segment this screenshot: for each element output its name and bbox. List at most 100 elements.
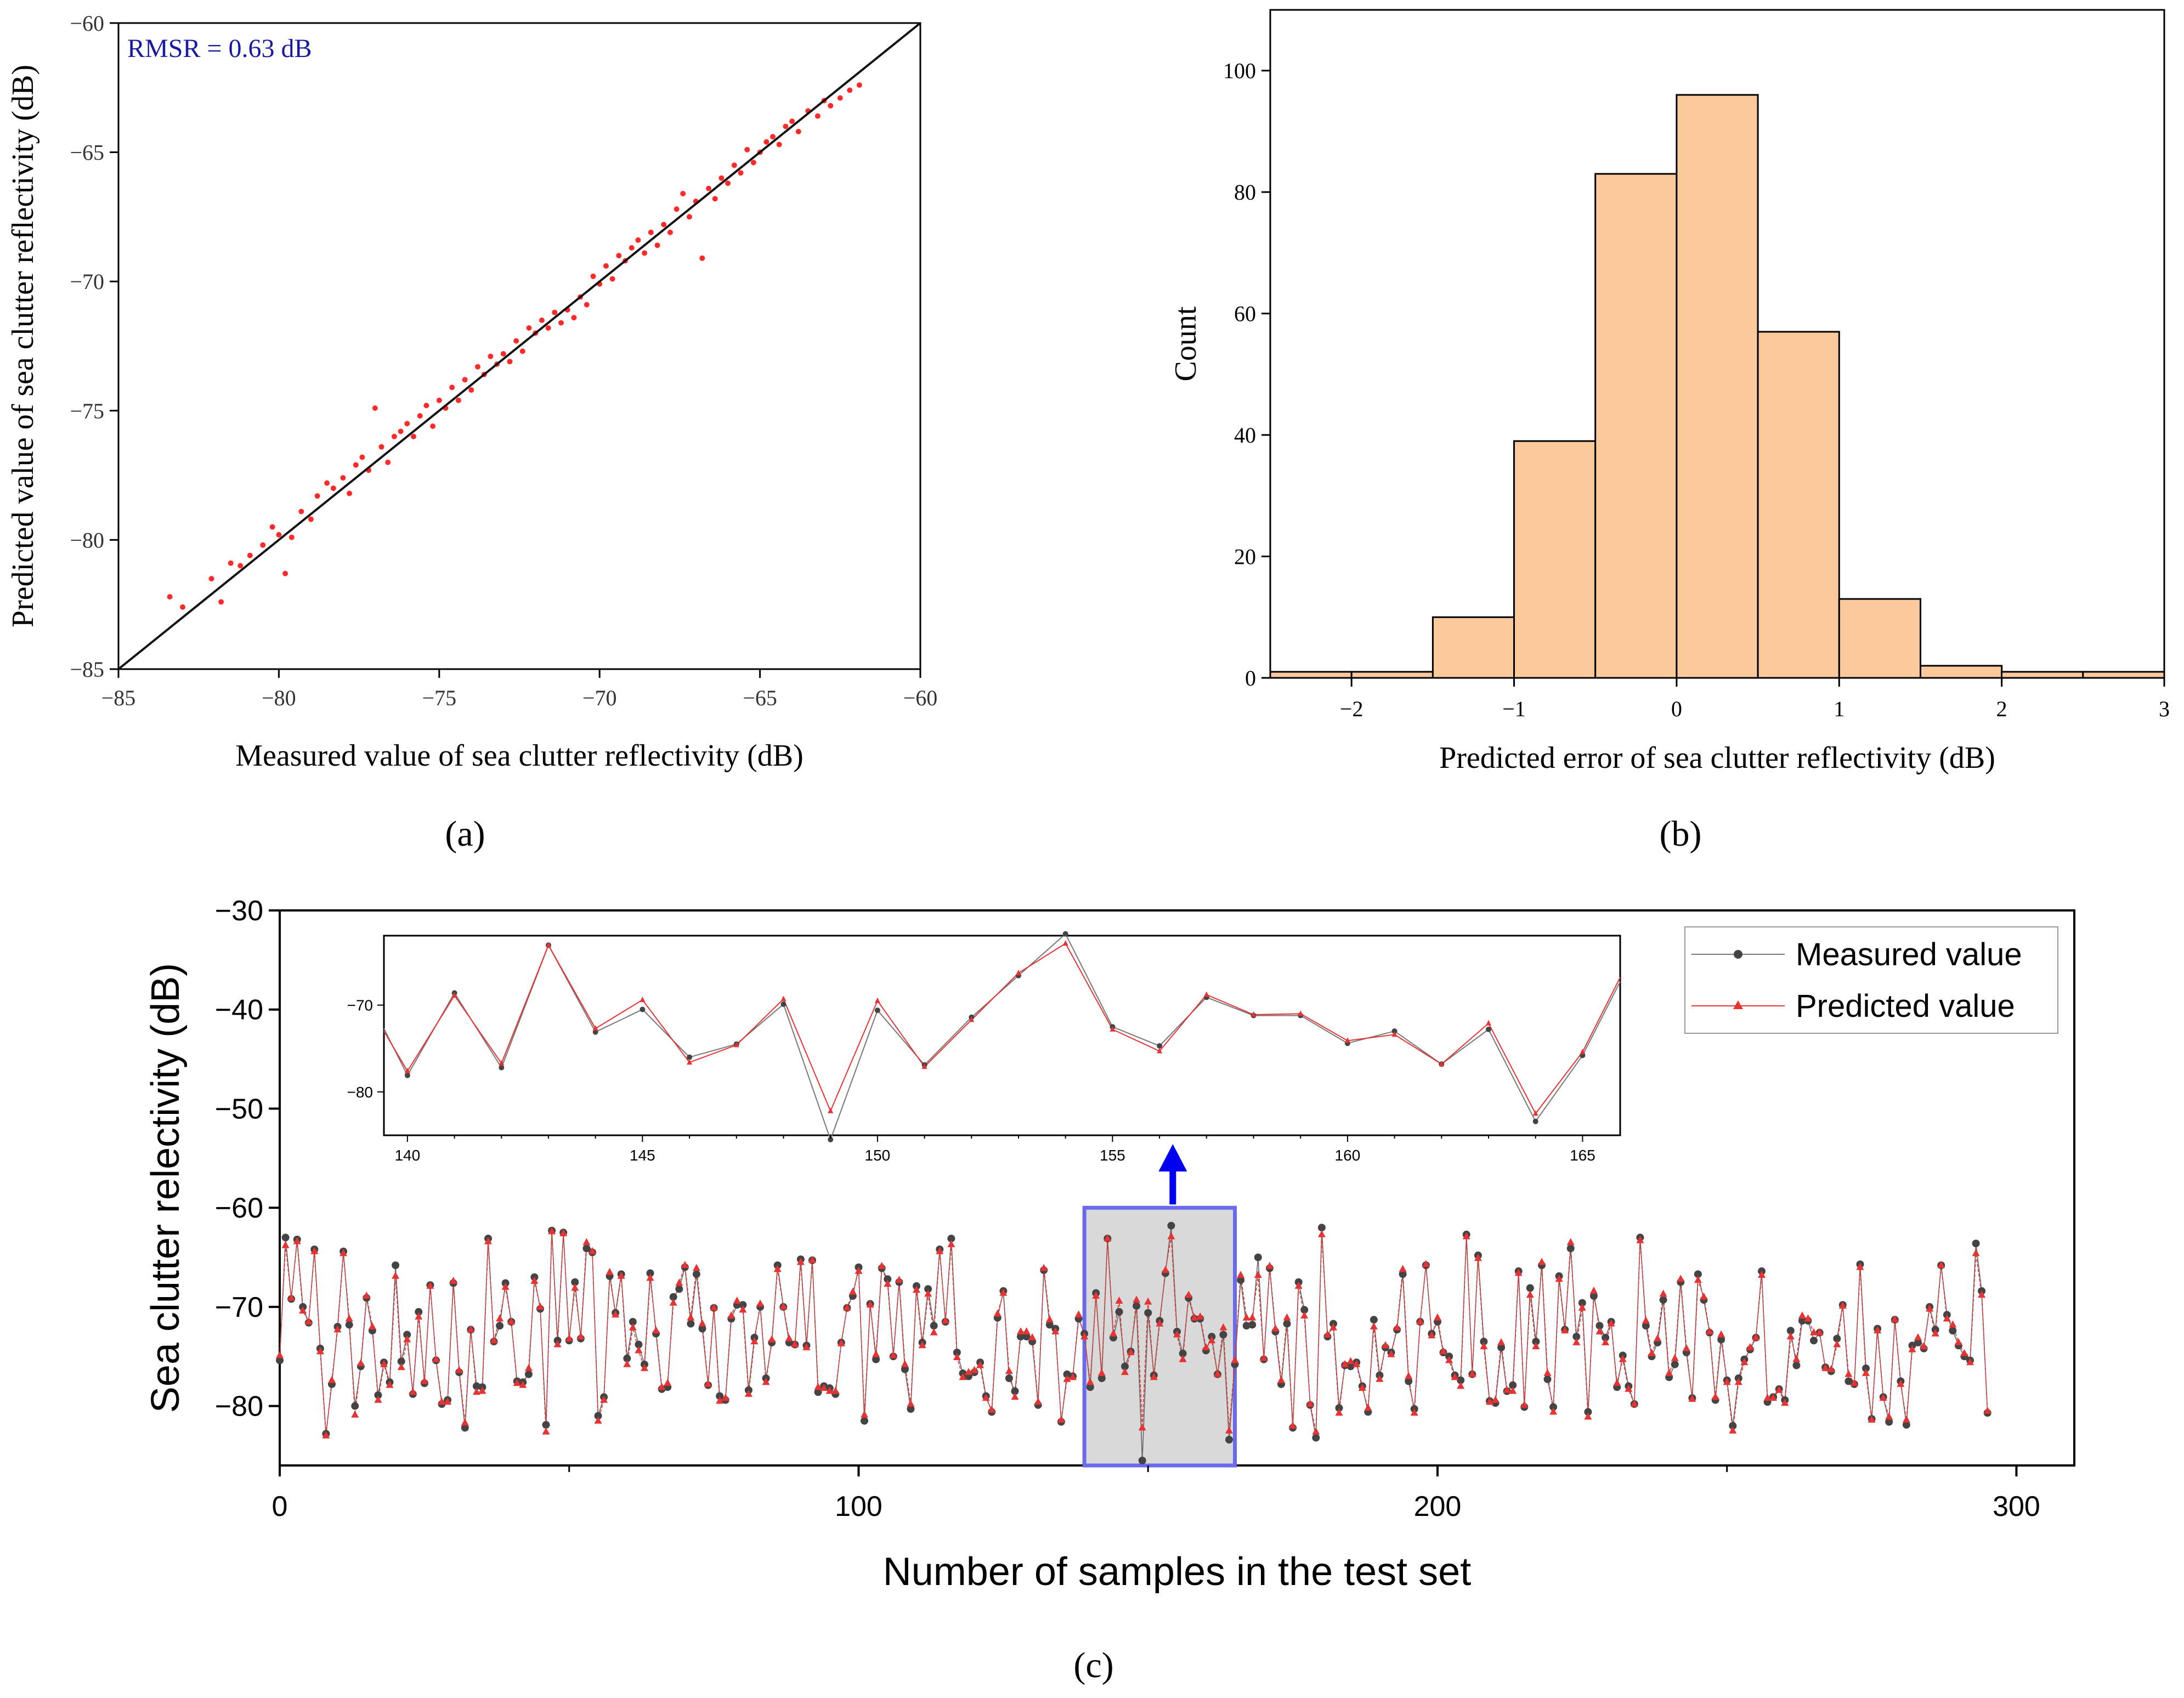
predicted-point-150 xyxy=(1144,1297,1152,1305)
measured-point-271 xyxy=(1844,1377,1853,1385)
predicted-point-109 xyxy=(907,1400,915,1407)
predicted-point-100 xyxy=(855,1266,863,1274)
inset-predicted-point-158 xyxy=(1251,1011,1257,1017)
inset-predicted-line xyxy=(383,942,1621,1115)
predicted-point-96 xyxy=(831,1386,840,1394)
predicted-point-258 xyxy=(1769,1394,1778,1401)
scatter-point-78 xyxy=(731,162,737,168)
measured-point-133 xyxy=(1045,1321,1054,1329)
inset-predicted-point-151 xyxy=(921,1063,927,1069)
predicted-point-232 xyxy=(1619,1355,1627,1362)
predicted-point-83 xyxy=(756,1299,765,1307)
predicted-point-53 xyxy=(582,1238,591,1246)
measured-point-71 xyxy=(687,1320,695,1328)
predicted-point-257 xyxy=(1763,1394,1772,1401)
predicted-point-242 xyxy=(1677,1275,1685,1282)
scatter-y-tick-label: −60 xyxy=(70,11,104,36)
scatter-point-84 xyxy=(770,134,776,140)
predicted-point-289 xyxy=(1949,1320,1957,1328)
predicted-point-270 xyxy=(1838,1301,1847,1309)
predicted-point-68 xyxy=(669,1298,677,1306)
inset-predicted-point-142 xyxy=(499,1060,505,1066)
measured-point-211 xyxy=(1497,1343,1506,1351)
measured-point-128 xyxy=(1017,1333,1025,1341)
scatter-point-93 xyxy=(837,95,843,101)
predicted-point-212 xyxy=(1503,1385,1511,1393)
predicted-point-254 xyxy=(1746,1343,1754,1350)
predicted-point-170 xyxy=(1260,1354,1268,1361)
predicted-point-125 xyxy=(999,1288,1008,1296)
predicted-point-30 xyxy=(449,1276,457,1284)
predicted-line xyxy=(279,1231,1988,1436)
predicted-point-237 xyxy=(1648,1349,1656,1356)
predicted-point-94 xyxy=(820,1384,828,1391)
measured-point-228 xyxy=(1595,1322,1604,1330)
predicted-point-233 xyxy=(1625,1384,1633,1392)
measured-point-227 xyxy=(1589,1292,1598,1300)
predicted-point-87 xyxy=(779,1302,788,1310)
predicted-point-52 xyxy=(576,1332,585,1340)
predicted-point-168 xyxy=(1248,1313,1257,1321)
scatter-point-6 xyxy=(247,552,253,558)
inset-measured-point-148 xyxy=(780,1001,787,1007)
scatter-point-31 xyxy=(430,423,436,429)
predicted-point-234 xyxy=(1630,1400,1638,1407)
measured-point-265 xyxy=(1810,1337,1818,1345)
scatter-ticks: −85 −80 −75 −70 −65 −60 −85 −80 −75 −70 −65 −60 xyxy=(70,11,937,710)
legend-predicted-label: Predicted value xyxy=(1796,988,2015,1024)
predicted-point-277 xyxy=(1879,1394,1887,1401)
scatter-y-tick-label: −75 xyxy=(70,399,104,423)
predicted-point-65 xyxy=(652,1326,660,1334)
measured-point-32 xyxy=(461,1424,469,1432)
inset-chart: 140 145 150 155 160 165 −70 −80 xyxy=(347,931,1621,1164)
predicted-point-274 xyxy=(1862,1368,1870,1376)
measured-point-103 xyxy=(872,1355,880,1363)
measured-point-80 xyxy=(739,1301,747,1309)
measured-point-164 xyxy=(1225,1436,1233,1444)
predicted-point-72 xyxy=(692,1264,700,1271)
measured-point-105 xyxy=(884,1275,892,1283)
predicted-point-154 xyxy=(1167,1232,1175,1239)
predicted-point-176 xyxy=(1294,1281,1303,1289)
predicted-point-236 xyxy=(1642,1316,1650,1324)
predicted-point-188 xyxy=(1364,1403,1372,1411)
scatter-point-95 xyxy=(856,82,862,88)
predicted-point-263 xyxy=(1798,1311,1806,1319)
inset-predicted-point-149 xyxy=(828,1107,834,1113)
inset-y-tick-label: −80 xyxy=(347,1084,374,1101)
predicted-point-20 xyxy=(392,1271,400,1279)
scatter-point-43 xyxy=(507,359,513,365)
inset-predicted-point-150 xyxy=(874,997,880,1003)
scatter-point-48 xyxy=(539,317,545,323)
predicted-point-61 xyxy=(629,1323,637,1331)
measured-point-223 xyxy=(1566,1244,1575,1253)
scatter-point-81 xyxy=(750,160,756,166)
measured-point-109 xyxy=(907,1405,915,1413)
predicted-point-213 xyxy=(1509,1386,1517,1394)
predicted-point-76 xyxy=(716,1396,724,1404)
predicted-point-118 xyxy=(959,1373,967,1380)
predicted-point-18 xyxy=(380,1360,388,1367)
predicted-point-184 xyxy=(1341,1360,1349,1367)
scatter-point-22 xyxy=(372,405,378,411)
scatter-point-10 xyxy=(282,570,288,576)
predicted-point-93 xyxy=(814,1383,822,1390)
predicted-point-181 xyxy=(1323,1330,1332,1338)
predicted-point-156 xyxy=(1179,1355,1187,1362)
scatter-point-35 xyxy=(455,398,461,403)
inset-x-tick-label: 150 xyxy=(865,1147,891,1164)
predicted-point-200 xyxy=(1434,1313,1441,1321)
predicted-point-171 xyxy=(1265,1261,1274,1269)
predicted-point-90 xyxy=(796,1258,805,1265)
predicted-point-57 xyxy=(606,1267,614,1275)
line-y-tick-label: −50 xyxy=(215,1093,263,1125)
predicted-point-23 xyxy=(409,1388,417,1395)
scatter-point-3 xyxy=(218,599,224,605)
scatter-point-23 xyxy=(378,444,384,450)
predicted-point-45 xyxy=(536,1302,544,1310)
scatter-point-69 xyxy=(674,206,680,212)
predicted-point-172 xyxy=(1271,1324,1280,1332)
predicted-point-129 xyxy=(1022,1327,1031,1334)
measured-point-140 xyxy=(1086,1383,1094,1391)
